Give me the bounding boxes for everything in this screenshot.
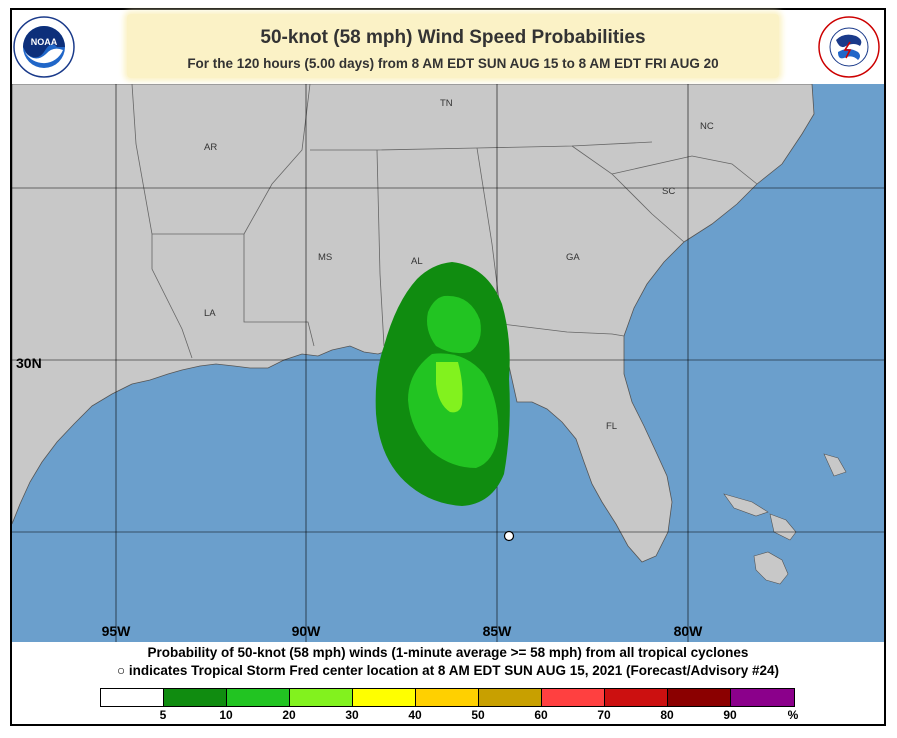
state-label-tn: TN	[440, 98, 453, 109]
caption-line-2: ○ indicates Tropical Storm Fred center l…	[12, 662, 884, 680]
legend-color-bar	[100, 688, 795, 707]
noaa-logo: NOAA	[13, 16, 75, 78]
land-island-2	[769, 513, 797, 541]
legend-swatch	[479, 689, 542, 706]
legend-swatch	[101, 689, 164, 706]
state-label-fl: FL	[606, 421, 617, 432]
legend-swatch	[542, 689, 605, 706]
title-banner: 50-knot (58 mph) Wind Speed Probabilitie…	[127, 14, 779, 78]
legend-label: 20	[282, 708, 296, 722]
legend-label: 30	[345, 708, 359, 722]
state-label-ms: MS	[318, 252, 332, 263]
storm-center-marker	[503, 530, 515, 542]
state-label-ar: AR	[204, 142, 217, 153]
prob-10-20-area-north	[427, 295, 481, 354]
legend-swatch	[668, 689, 731, 706]
page-subtitle: For the 120 hours (5.00 days) from 8 AM …	[187, 56, 719, 71]
legend-label: %	[787, 708, 799, 722]
lon-label-95w: 95W	[102, 623, 132, 639]
legend-label: 70	[597, 708, 611, 722]
state-label-sc: SC	[662, 186, 675, 197]
state-label-nc: NC	[700, 121, 714, 132]
legend-label: 40	[408, 708, 422, 722]
noaa-logo-text: NOAA	[31, 37, 58, 47]
land-island-3	[723, 493, 769, 517]
land-island-4	[823, 453, 847, 477]
legend-label: 80	[660, 708, 674, 722]
legend-label: 90	[723, 708, 737, 722]
legend-swatch	[605, 689, 668, 706]
legend-label: 5	[159, 708, 167, 722]
lon-label-90w: 90W	[292, 623, 322, 639]
nws-logo	[818, 16, 880, 78]
lon-label-85w: 85W	[483, 623, 513, 639]
state-label-al: AL	[411, 256, 423, 267]
caption-line-2-text: indicates Tropical Storm Fred center loc…	[128, 663, 780, 678]
state-label-ga: GA	[566, 252, 580, 263]
land-island-1	[753, 551, 789, 585]
legend-swatch	[731, 689, 794, 706]
legend-swatch	[353, 689, 416, 706]
state-label-la: LA	[204, 308, 216, 319]
legend-label: 50	[471, 708, 485, 722]
storm-marker-symbol: ○	[116, 663, 126, 678]
legend-swatch	[416, 689, 479, 706]
legend-swatch	[290, 689, 353, 706]
probability-map: TN NC AR SC MS AL GA LA FL 30N 95W 90W 8…	[12, 84, 884, 642]
legend-label: 60	[534, 708, 548, 722]
caption-line-1: Probability of 50-knot (58 mph) winds (1…	[147, 645, 749, 660]
legend-swatch	[164, 689, 227, 706]
lat-label-30n: 30N	[16, 355, 42, 371]
map-caption: Probability of 50-knot (58 mph) winds (1…	[12, 644, 884, 680]
lat-lon-grid	[12, 84, 884, 642]
prob-20-30-area	[436, 362, 463, 413]
page-title: 50-knot (58 mph) Wind Speed Probabilitie…	[260, 27, 646, 48]
legend-swatch	[227, 689, 290, 706]
legend-label: 10	[219, 708, 233, 722]
lon-label-80w: 80W	[674, 623, 704, 639]
